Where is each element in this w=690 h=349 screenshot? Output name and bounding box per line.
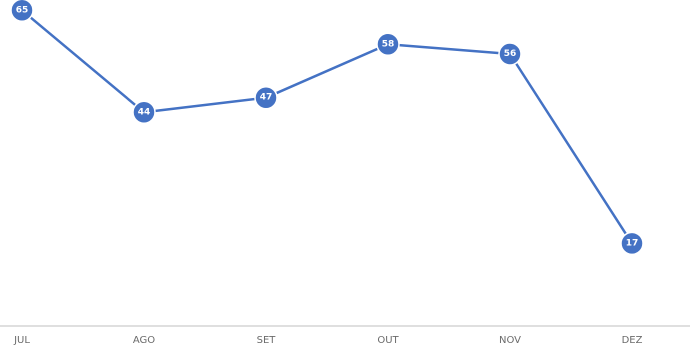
data-point-out — [376, 32, 400, 57]
x-tick-label-set: SET — [257, 335, 277, 346]
data-label-nov: 56 — [504, 49, 517, 59]
x-tick-label-jul: JUL — [13, 335, 30, 346]
data-point-ago — [132, 100, 156, 125]
data-label-out: 58 — [382, 39, 395, 49]
x-tick-label-ago: AGO — [133, 335, 155, 346]
data-label-jul: 65 — [16, 5, 29, 15]
data-label-ago: 44 — [138, 107, 151, 117]
x-tick-label-nov: NOV — [499, 335, 521, 346]
data-point-layer: 65 44 47 58 56 17 — [10, 0, 644, 256]
data-point-dez — [620, 231, 644, 256]
series-line — [21, 9, 634, 245]
x-tick-label-layer: JUL AGO SET OUT NOV DEZ — [13, 335, 643, 346]
data-label-set: 47 — [260, 93, 273, 103]
data-point-set — [254, 85, 278, 110]
x-tick-label-out: OUT — [377, 335, 399, 346]
data-point-nov — [498, 42, 522, 66]
data-label-dez: 17 — [626, 238, 639, 248]
data-point-jul — [10, 0, 34, 23]
x-tick-label-dez: DEZ — [622, 335, 643, 346]
series-line-layer — [21, 9, 634, 245]
